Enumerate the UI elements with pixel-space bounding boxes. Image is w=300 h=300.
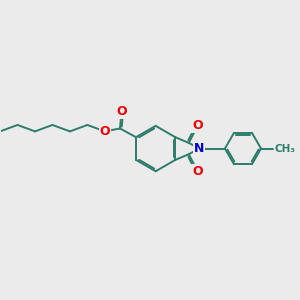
Text: CH₃: CH₃ — [275, 143, 296, 154]
Text: O: O — [100, 125, 110, 138]
Text: O: O — [116, 105, 127, 118]
Text: O: O — [192, 119, 203, 133]
Text: O: O — [192, 165, 203, 178]
Text: N: N — [194, 142, 205, 155]
